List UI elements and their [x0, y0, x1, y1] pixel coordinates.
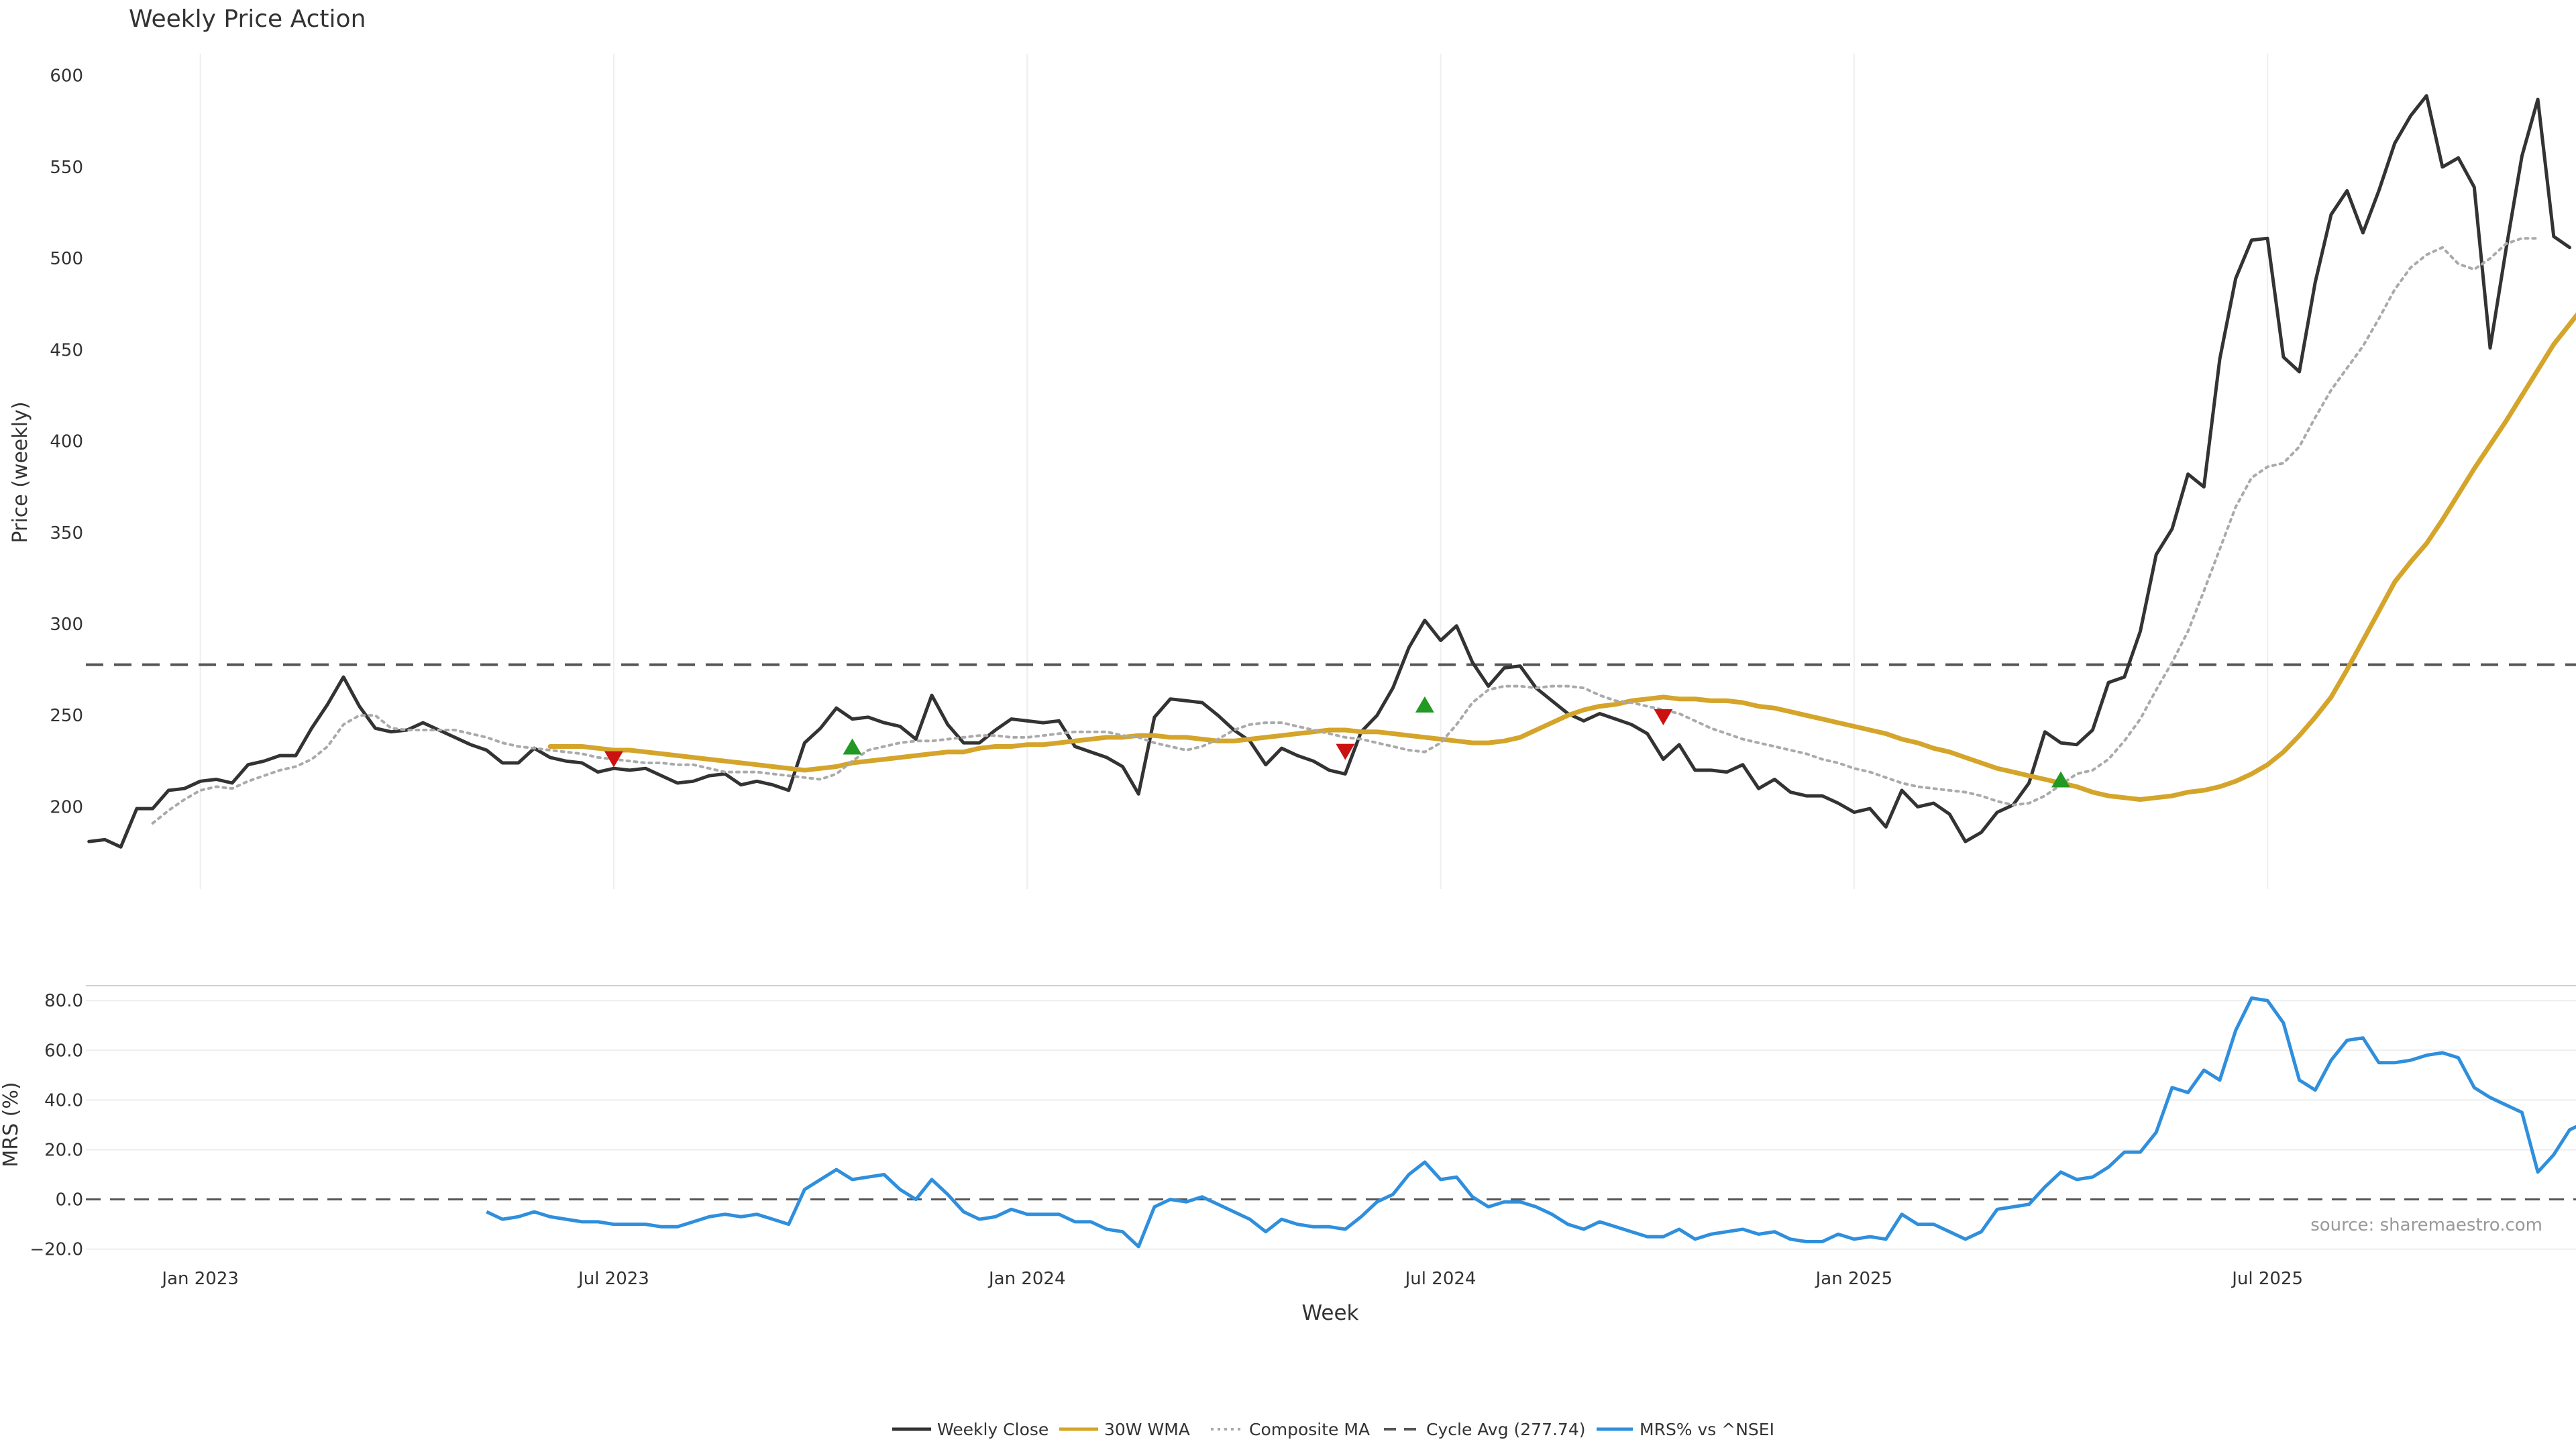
chart-title: Weekly Price Action	[129, 5, 366, 33]
price-y-tick-label: 200	[50, 797, 83, 817]
mrs-y-tick-label: 80.0	[44, 991, 83, 1011]
x-tick-label: Jul 2025	[2231, 1269, 2303, 1289]
mrs-y-ticks: −20.0 0.0 20.0 40.0 60.0 80.0	[30, 991, 83, 1259]
legend-entry-cycle-avg: Cycle Avg (277.74)	[1384, 1420, 1586, 1439]
price-y-tick-label: 600	[50, 66, 83, 87]
price-y-tick-label: 500	[50, 249, 83, 269]
sell-signal-marker	[604, 751, 623, 768]
price-series	[87, 94, 2576, 849]
price-y-tick-label: 450	[50, 340, 83, 360]
price-y-tick-label: 300	[50, 615, 83, 635]
series-mrs-vs-nsei	[486, 996, 2576, 1249]
mrs-y-axis-label: MRS (%)	[0, 1082, 23, 1167]
mrs-y-tick-label: 40.0	[44, 1090, 83, 1110]
x-tick-label: Jan 2024	[987, 1269, 1066, 1289]
legend-label-mrs: MRS% vs ^NSEI	[1640, 1420, 1774, 1439]
x-ticks: Jan 2023 Jul 2023 Jan 2024 Jul 2024 Jan 2025…	[160, 1269, 2303, 1289]
mrs-y-tick-label: 60.0	[44, 1041, 83, 1061]
legend-label-cycle-avg: Cycle Avg (277.74)	[1426, 1420, 1586, 1439]
legend-label-composite-ma: Composite MA	[1249, 1420, 1370, 1439]
x-tick-label: Jan 2025	[1815, 1269, 1893, 1289]
price-y-axis-label: Price (weekly)	[9, 401, 32, 543]
price-y-tick-label: 350	[50, 523, 83, 543]
x-tick-label: Jan 2023	[160, 1269, 239, 1289]
legend-entry-composite-ma: Composite MA	[1211, 1420, 1370, 1439]
legend-label-weekly-close: Weekly Close	[937, 1420, 1049, 1439]
buy-signal-marker	[1415, 696, 1434, 713]
signal-markers	[604, 696, 2070, 788]
x-axis-label: Week	[1302, 1301, 1359, 1325]
price-y-ticks: 200 250 300 350 400 450 500 550 600	[50, 66, 83, 818]
source-annotation: source: sharemaestro.com	[2310, 1215, 2542, 1235]
sell-signal-marker	[1654, 709, 1673, 725]
legend: Weekly Close 30W WMA Composite MA Cycle …	[892, 1420, 1774, 1439]
buy-signal-marker	[843, 738, 862, 755]
legend-label-30w-wma: 30W WMA	[1104, 1420, 1190, 1439]
mrs-y-tick-label: 0.0	[56, 1190, 83, 1210]
series-composite-ma	[151, 237, 2540, 825]
mrs-grid	[86, 1000, 2576, 1250]
legend-entry-weekly-close: Weekly Close	[892, 1420, 1049, 1439]
price-y-tick-label: 400	[50, 432, 83, 452]
legend-entry-mrs: MRS% vs ^NSEI	[1597, 1420, 1774, 1439]
x-tick-label: Jul 2024	[1404, 1269, 1477, 1289]
x-tick-label: Jul 2023	[577, 1269, 649, 1289]
price-y-tick-label: 550	[50, 158, 83, 178]
legend-entry-30w-wma: 30W WMA	[1059, 1420, 1190, 1439]
mrs-y-tick-label: 20.0	[44, 1140, 83, 1160]
buy-signal-marker	[2051, 771, 2070, 788]
price-y-tick-label: 250	[50, 706, 83, 726]
series-weekly-close	[87, 94, 2571, 849]
mrs-y-tick-label: −20.0	[30, 1240, 83, 1260]
price-grid	[199, 54, 2269, 889]
sell-signal-marker	[1336, 743, 1355, 760]
mrs-series	[486, 996, 2576, 1249]
